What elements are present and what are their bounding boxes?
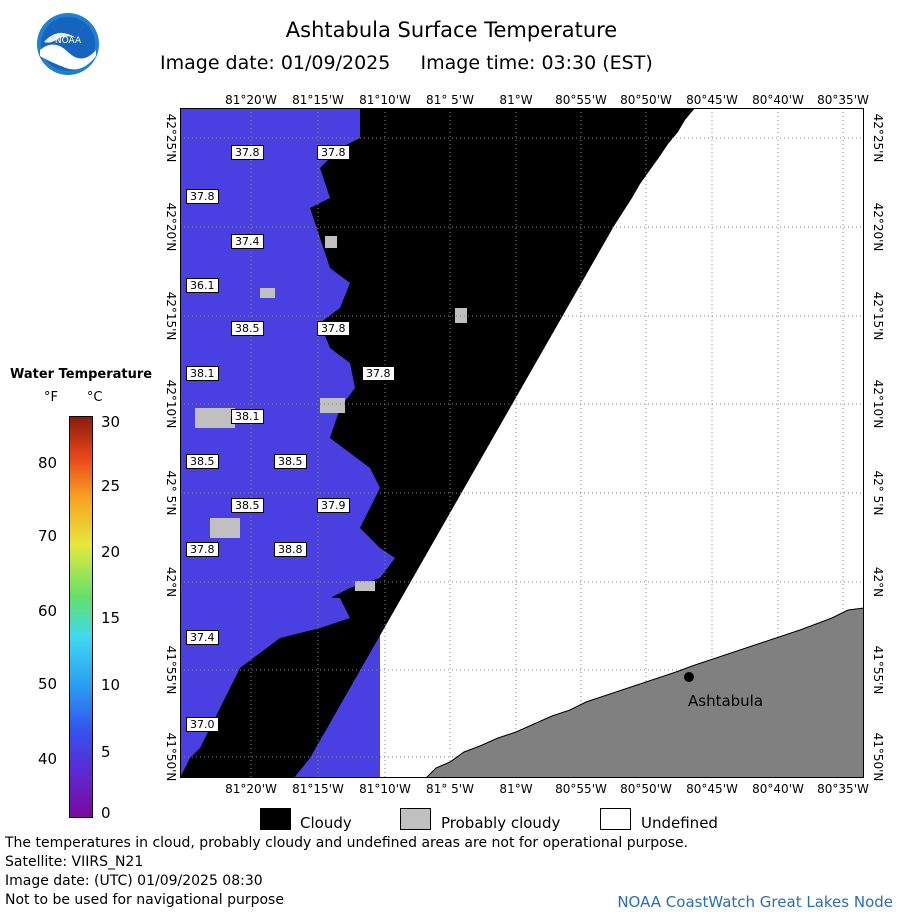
legend-c-tick: 25 <box>101 477 121 495</box>
lon-tick-bottom: 80°45'W <box>686 782 738 796</box>
lon-tick-top: 80°50'W <box>620 93 672 107</box>
temperature-label: 37.4 <box>231 234 264 249</box>
logo-text: NOAA <box>55 36 82 46</box>
cloudy-key-label: Cloudy <box>300 814 352 832</box>
lon-tick-bottom: 81°20'W <box>225 782 277 796</box>
legend-f-tick: 80 <box>38 454 58 472</box>
map-border <box>180 108 864 778</box>
lon-tick-bottom: 81°10'W <box>359 782 411 796</box>
temperature-label: 38.5 <box>274 454 307 469</box>
temperature-label: 37.8 <box>362 366 395 381</box>
legend-c-tick: 15 <box>101 609 121 627</box>
cloudy-swatch <box>260 808 291 830</box>
temperature-label: 38.5 <box>231 321 264 336</box>
lon-tick-top: 81°W <box>499 93 533 107</box>
lon-tick-bottom: 80°50'W <box>620 782 672 796</box>
temperature-label: 37.9 <box>317 498 350 513</box>
lon-tick-bottom: 80°35'W <box>817 782 869 796</box>
lon-tick-top: 80°55'W <box>555 93 607 107</box>
lon-tick-bottom: 81° 5'W <box>426 782 474 796</box>
temperature-label: 38.5 <box>186 454 219 469</box>
lon-tick-top: 81°10'W <box>359 93 411 107</box>
probably-cloudy-patch <box>355 581 375 591</box>
page-title: Ashtabula Surface Temperature <box>285 18 618 42</box>
temperature-label: 36.1 <box>186 278 219 293</box>
temperature-colorbar <box>69 416 93 818</box>
ashtabula-marker <box>684 672 694 682</box>
probably-cloudy-swatch <box>400 808 431 830</box>
lon-tick-top: 81° 5'W <box>426 93 474 107</box>
probably-cloudy-patch <box>210 518 240 538</box>
water-patch-south <box>180 588 350 768</box>
lon-tick-top: 80°40'W <box>752 93 804 107</box>
noaa-logo: NOAA <box>36 12 100 76</box>
lon-tick-top: 81°15'W <box>292 93 344 107</box>
temperature-label: 37.8 <box>231 145 264 160</box>
probably-cloudy-patch <box>195 408 235 428</box>
legend-c-tick: 20 <box>101 543 121 561</box>
probably-cloudy-patch <box>260 288 275 298</box>
temperature-label: 38.1 <box>231 409 264 424</box>
probably-cloudy-patch <box>320 398 345 413</box>
footer-notes: The temperatures in cloud, probably clou… <box>5 834 688 910</box>
legend-f-tick: 60 <box>38 602 58 620</box>
legend-units: °F °C <box>44 390 103 405</box>
lon-tick-bottom: 81°W <box>499 782 533 796</box>
temperature-label: 38.5 <box>231 498 264 513</box>
footer-satellite: Satellite: VIIRS_N21 <box>5 854 144 870</box>
lon-tick-bottom: 80°55'W <box>555 782 607 796</box>
city-label: Ashtabula <box>688 692 764 710</box>
lon-tick-top: 81°20'W <box>225 93 277 107</box>
probably-cloudy-key-label: Probably cloudy <box>441 814 561 832</box>
footer-disclaimer: The temperatures in cloud, probably clou… <box>5 835 689 851</box>
temperature-label: 37.8 <box>186 542 219 557</box>
temperature-label: 37.8 <box>317 145 350 160</box>
legend-c-tick: 0 <box>101 804 111 822</box>
lon-tick-top: 80°45'W <box>686 93 738 107</box>
temperature-label: 37.4 <box>186 630 219 645</box>
lon-tick-bottom: 81°15'W <box>292 782 344 796</box>
temperature-label: 37.0 <box>186 717 219 732</box>
undefined-key-label: Undefined <box>641 814 718 832</box>
map-key: Cloudy Probably cloudy Undefined <box>258 806 738 832</box>
lon-tick-top: 80°35'W <box>817 93 869 107</box>
legend-title: Water Temperature <box>10 367 153 382</box>
temperature-label: 38.1 <box>186 366 219 381</box>
footer-navigation-warning: Not to be used for navigational purpose <box>5 892 284 908</box>
sst-map[interactable] <box>180 108 864 778</box>
lon-tick-bottom: 80°40'W <box>752 782 804 796</box>
image-date-time: Image date: 01/09/2025 Image time: 03:30… <box>160 52 653 74</box>
legend-c-tick: 30 <box>101 413 121 431</box>
legend-f-tick: 70 <box>38 527 58 545</box>
undefined-swatch <box>600 808 631 830</box>
temperature-label: 38.8 <box>274 542 307 557</box>
footer-utc-date: Image date: (UTC) 01/09/2025 08:30 <box>5 873 263 889</box>
legend-f-tick: 40 <box>38 750 58 768</box>
temperature-label: 37.8 <box>317 321 350 336</box>
legend-c-tick: 10 <box>101 676 121 694</box>
legend-f-tick: 50 <box>38 675 58 693</box>
legend-c-tick: 5 <box>101 743 111 761</box>
land-region <box>425 607 864 778</box>
temperature-label: 37.8 <box>186 189 219 204</box>
credit-link[interactable]: NOAA CoastWatch Great Lakes Node <box>617 893 893 911</box>
probably-cloudy-patch <box>325 236 337 248</box>
